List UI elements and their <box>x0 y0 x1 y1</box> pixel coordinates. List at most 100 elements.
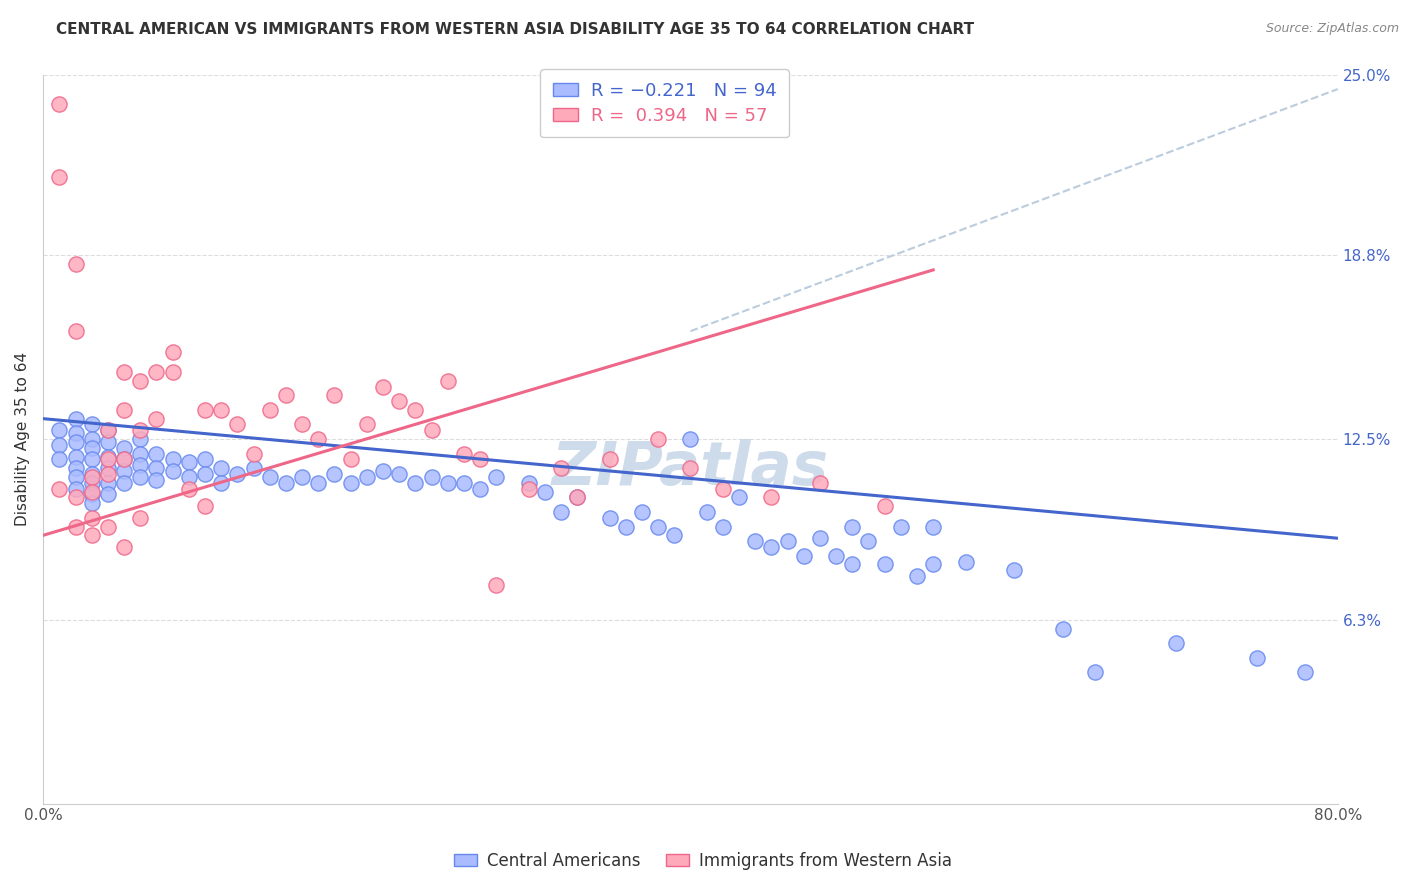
Point <box>162 452 184 467</box>
Point <box>339 452 361 467</box>
Point <box>48 169 70 184</box>
Point <box>711 482 734 496</box>
Point <box>664 528 686 542</box>
Point <box>761 540 783 554</box>
Point <box>420 470 443 484</box>
Point <box>728 491 751 505</box>
Point <box>48 452 70 467</box>
Point <box>112 464 135 478</box>
Point <box>388 467 411 481</box>
Point <box>97 487 120 501</box>
Point <box>453 475 475 490</box>
Point <box>841 519 863 533</box>
Point <box>194 403 217 417</box>
Point <box>873 558 896 572</box>
Point <box>808 475 831 490</box>
Point <box>80 511 103 525</box>
Point <box>177 482 200 496</box>
Point <box>1164 636 1187 650</box>
Point <box>468 482 491 496</box>
Point <box>129 423 152 437</box>
Point <box>97 467 120 481</box>
Point <box>647 432 669 446</box>
Point <box>679 461 702 475</box>
Point <box>97 423 120 437</box>
Point <box>905 569 928 583</box>
Point <box>129 458 152 473</box>
Point <box>97 519 120 533</box>
Point <box>517 482 540 496</box>
Point <box>696 505 718 519</box>
Point <box>65 470 87 484</box>
Point <box>550 505 572 519</box>
Point <box>453 447 475 461</box>
Point <box>112 540 135 554</box>
Point <box>112 452 135 467</box>
Point <box>356 417 378 432</box>
Point <box>291 470 314 484</box>
Point <box>80 467 103 481</box>
Text: CENTRAL AMERICAN VS IMMIGRANTS FROM WESTERN ASIA DISABILITY AGE 35 TO 64 CORRELA: CENTRAL AMERICAN VS IMMIGRANTS FROM WEST… <box>56 22 974 37</box>
Point <box>307 432 329 446</box>
Point <box>97 423 120 437</box>
Point <box>1002 563 1025 577</box>
Point <box>177 455 200 469</box>
Point <box>323 467 346 481</box>
Point <box>274 388 297 402</box>
Point <box>129 447 152 461</box>
Point <box>808 531 831 545</box>
Point <box>65 324 87 338</box>
Point <box>436 475 458 490</box>
Point <box>209 403 232 417</box>
Point <box>1084 665 1107 680</box>
Point <box>65 461 87 475</box>
Point <box>145 473 167 487</box>
Point <box>80 484 103 499</box>
Point <box>371 464 394 478</box>
Point <box>97 434 120 449</box>
Point <box>48 438 70 452</box>
Legend: Central Americans, Immigrants from Western Asia: Central Americans, Immigrants from Weste… <box>447 846 959 877</box>
Point <box>226 417 249 432</box>
Point <box>259 403 281 417</box>
Point <box>112 365 135 379</box>
Point <box>291 417 314 432</box>
Point <box>48 96 70 111</box>
Point <box>242 447 264 461</box>
Point <box>194 452 217 467</box>
Point <box>793 549 815 563</box>
Point <box>323 388 346 402</box>
Point <box>388 394 411 409</box>
Point <box>567 491 589 505</box>
Point <box>371 379 394 393</box>
Point <box>436 374 458 388</box>
Point <box>112 403 135 417</box>
Point <box>209 475 232 490</box>
Point <box>65 491 87 505</box>
Point <box>65 411 87 425</box>
Point <box>80 417 103 432</box>
Point <box>242 461 264 475</box>
Point <box>614 519 637 533</box>
Point <box>145 411 167 425</box>
Point <box>873 499 896 513</box>
Point <box>517 475 540 490</box>
Point <box>112 452 135 467</box>
Point <box>599 452 621 467</box>
Point <box>404 475 426 490</box>
Point <box>80 432 103 446</box>
Point <box>1052 622 1074 636</box>
Point <box>162 464 184 478</box>
Text: ZIPatlas: ZIPatlas <box>553 439 830 498</box>
Point <box>129 511 152 525</box>
Point <box>80 470 103 484</box>
Legend: R = −0.221   N = 94, R =  0.394   N = 57: R = −0.221 N = 94, R = 0.394 N = 57 <box>540 69 789 137</box>
Point <box>65 426 87 441</box>
Point <box>48 423 70 437</box>
Point <box>97 475 120 490</box>
Point <box>145 461 167 475</box>
Point <box>776 534 799 549</box>
Point <box>226 467 249 481</box>
Point <box>65 450 87 464</box>
Point <box>550 461 572 475</box>
